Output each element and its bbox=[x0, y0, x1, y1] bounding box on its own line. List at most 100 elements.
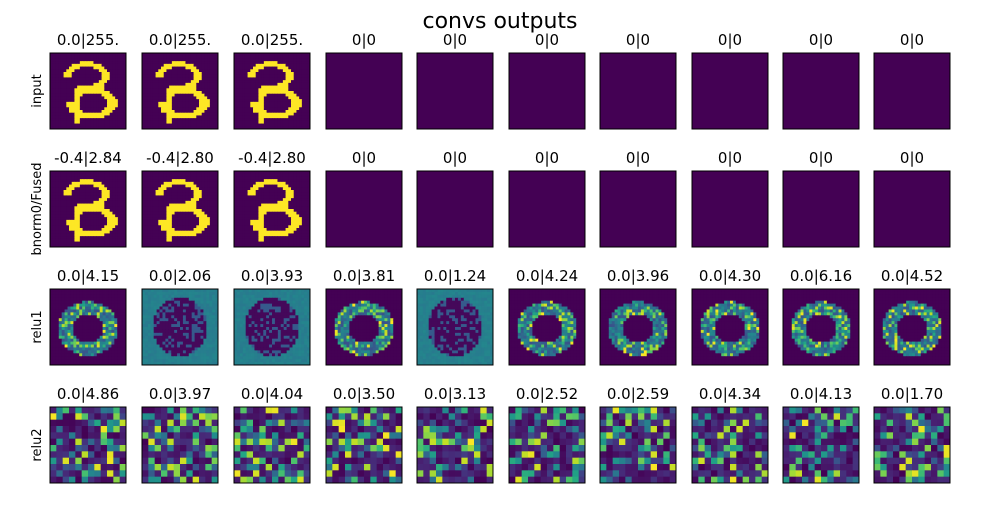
panel-range-label: 0|0 bbox=[352, 149, 376, 167]
panel-frame bbox=[416, 170, 494, 248]
panel-frame bbox=[599, 406, 677, 484]
panel-range-label: 0|0 bbox=[443, 31, 467, 49]
heatmap-panel bbox=[234, 289, 311, 366]
row-label: relu2 bbox=[30, 428, 45, 461]
heatmap-panel bbox=[142, 53, 219, 130]
panel-frame bbox=[325, 52, 403, 130]
panel-range-label: 0.0|4.24 bbox=[516, 267, 578, 285]
panel-range-label: 0.0|6.16 bbox=[790, 267, 852, 285]
panel-range-label: 0.0|3.13 bbox=[424, 385, 486, 403]
heatmap-panel bbox=[326, 171, 402, 247]
heatmap-panel bbox=[50, 407, 127, 484]
panel-range-label: 0.0|4.15 bbox=[57, 267, 119, 285]
panel-range-label: 0.0|4.13 bbox=[790, 385, 852, 403]
panel-frame bbox=[141, 170, 219, 248]
panel-frame bbox=[691, 406, 769, 484]
panel-frame bbox=[141, 288, 219, 366]
heatmap-panel bbox=[509, 171, 585, 247]
panel-range-label: 0.0|3.93 bbox=[241, 267, 303, 285]
panel-range-label: 0|0 bbox=[718, 31, 742, 49]
panel-frame bbox=[508, 288, 586, 366]
panel-range-label: 0.0|255. bbox=[57, 31, 119, 49]
panel-frame bbox=[233, 170, 311, 248]
panel-frame bbox=[599, 170, 677, 248]
panel-frame bbox=[49, 406, 127, 484]
panel-range-label: 0.0|2.06 bbox=[149, 267, 211, 285]
heatmap-panel bbox=[50, 171, 127, 248]
panel-frame bbox=[599, 52, 677, 130]
panel-range-label: 0.0|4.52 bbox=[881, 267, 943, 285]
heatmap-panel bbox=[783, 53, 859, 129]
heatmap-panel bbox=[326, 407, 403, 484]
panel-range-label: 0|0 bbox=[900, 149, 924, 167]
panel-range-label: 0.0|3.50 bbox=[333, 385, 395, 403]
panel-range-label: 0.0|2.52 bbox=[516, 385, 578, 403]
panel-range-label: 0.0|1.70 bbox=[881, 385, 943, 403]
panel-range-label: 0.0|2.59 bbox=[607, 385, 669, 403]
panel-range-label: 0.0|3.81 bbox=[333, 267, 395, 285]
heatmap-panel bbox=[783, 289, 860, 366]
heatmap-panel bbox=[600, 289, 677, 366]
panel-frame bbox=[508, 170, 586, 248]
panel-range-label: 0|0 bbox=[900, 31, 924, 49]
panel-range-label: 0.0|1.24 bbox=[424, 267, 486, 285]
heatmap-panel bbox=[234, 53, 311, 130]
panel-frame bbox=[782, 170, 860, 248]
heatmap-panel bbox=[509, 289, 586, 366]
panel-range-label: 0.0|3.97 bbox=[149, 385, 211, 403]
panel-range-label: 0.0|4.86 bbox=[57, 385, 119, 403]
heatmap-panel bbox=[692, 289, 769, 366]
panel-range-label: 0|0 bbox=[718, 149, 742, 167]
heatmap-panel bbox=[142, 171, 219, 248]
heatmap-panel bbox=[600, 171, 676, 247]
panel-frame bbox=[782, 406, 860, 484]
panel-frame bbox=[325, 170, 403, 248]
panel-frame bbox=[49, 288, 127, 366]
panel-frame bbox=[141, 52, 219, 130]
row-label: relu1 bbox=[30, 310, 45, 343]
heatmap-panel bbox=[600, 407, 677, 484]
panel-frame bbox=[508, 52, 586, 130]
panel-range-label: -0.4|2.84 bbox=[54, 149, 122, 167]
panel-range-label: 0|0 bbox=[352, 31, 376, 49]
heatmap-panel bbox=[417, 171, 493, 247]
panel-range-label: 0.0|4.34 bbox=[699, 385, 761, 403]
heatmap-panel bbox=[874, 171, 950, 247]
panel-frame bbox=[873, 52, 951, 130]
heatmap-panel bbox=[783, 171, 859, 247]
heatmap-panel bbox=[692, 53, 768, 129]
panel-frame bbox=[325, 288, 403, 366]
panel-range-label: 0.0|255. bbox=[149, 31, 211, 49]
heatmap-panel bbox=[142, 407, 219, 484]
heatmap-panel bbox=[509, 407, 586, 484]
heatmap-panel bbox=[417, 289, 494, 366]
heatmap-panel bbox=[326, 53, 402, 129]
panel-range-label: 0.0|4.30 bbox=[699, 267, 761, 285]
panel-range-label: 0.0|4.04 bbox=[241, 385, 303, 403]
panel-grid: input 0.0|255. 0.0|255. 0.0|255. 0|0 0|0 0|0 0|… bbox=[30, 31, 951, 484]
panel-frame bbox=[691, 288, 769, 366]
heatmap-panel bbox=[692, 171, 768, 247]
heatmap-panel bbox=[417, 407, 494, 484]
panel-range-label: 0.0|255. bbox=[241, 31, 303, 49]
heatmap-panel bbox=[874, 53, 950, 129]
panel-frame bbox=[416, 406, 494, 484]
panel-frame bbox=[325, 406, 403, 484]
heatmap-panel bbox=[142, 289, 219, 366]
panel-frame bbox=[233, 406, 311, 484]
panel-frame bbox=[782, 52, 860, 130]
panel-frame bbox=[782, 288, 860, 366]
panel-range-label: 0|0 bbox=[809, 31, 833, 49]
heatmap-panel bbox=[50, 289, 127, 366]
row-label: bnorm0/Fused bbox=[30, 163, 45, 256]
heatmap-panel bbox=[783, 407, 860, 484]
panel-range-label: 0|0 bbox=[809, 149, 833, 167]
panel-frame bbox=[599, 288, 677, 366]
heatmap-panel bbox=[692, 407, 769, 484]
panel-frame bbox=[691, 170, 769, 248]
panel-frame bbox=[873, 406, 951, 484]
panel-range-label: -0.4|2.80 bbox=[146, 149, 214, 167]
heatmap-panel bbox=[50, 53, 127, 130]
heatmap-panel bbox=[874, 289, 951, 366]
